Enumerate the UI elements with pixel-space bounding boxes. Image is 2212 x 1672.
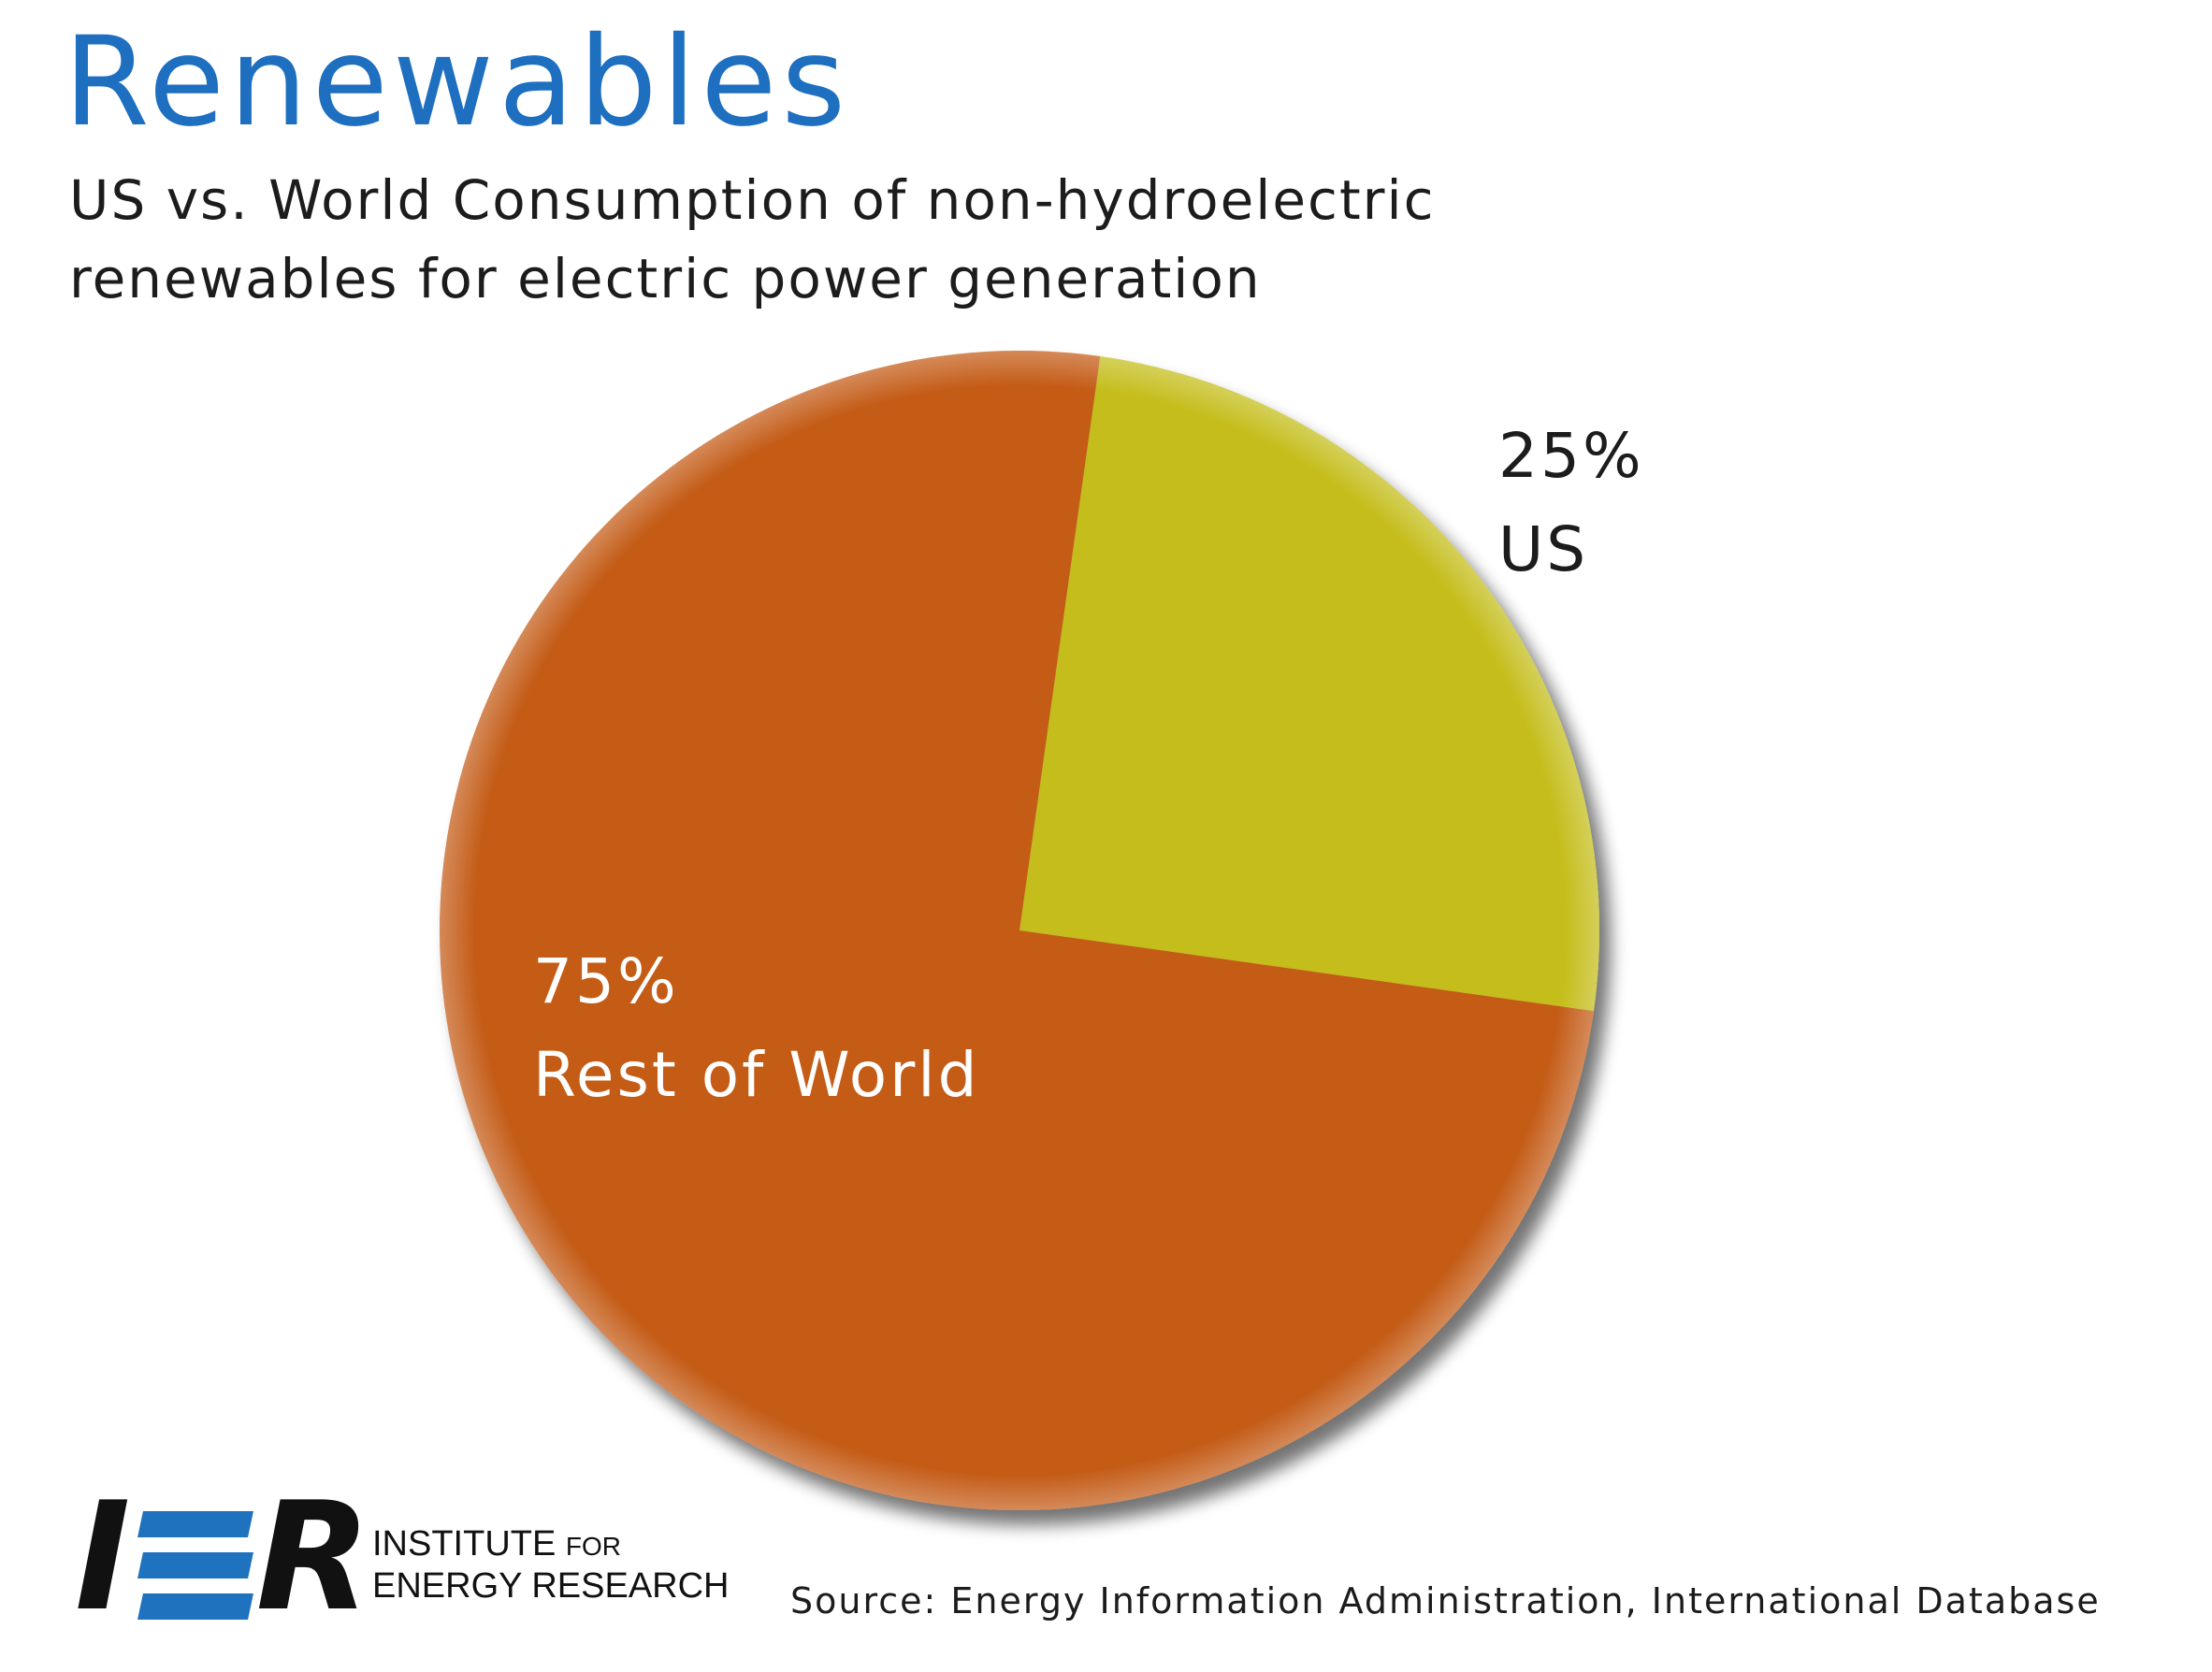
- slice-percent-rest-of-world: 75%: [533, 945, 679, 1017]
- slice-name-rest-of-world: Rest of World: [533, 1039, 980, 1111]
- slice-percent-us: 25%: [1498, 420, 1644, 492]
- chart-subtitle-line-2: renewables for electric power generation: [69, 247, 1262, 310]
- ier-logo-wordmark: INSTITUTE FOR ENERGY RESEARCH: [372, 1524, 730, 1606]
- source-note: Source: Energy Information Administratio…: [790, 1580, 2101, 1622]
- slice-label-rest-of-world: 75% Rest of World: [533, 935, 979, 1122]
- ier-logo-letter-e-stripes: [137, 1509, 253, 1622]
- chart-subtitle: US vs. World Consumption of non-hydroele…: [69, 161, 1436, 318]
- ier-logo-letter-r: R: [255, 1469, 371, 1644]
- ier-logo-institute: INSTITUTE: [372, 1524, 557, 1564]
- ier-logo-letter-i: I: [75, 1469, 131, 1644]
- slice-label-us: 25% US: [1498, 410, 1644, 597]
- chart-title: Renewables: [64, 10, 851, 154]
- chart-subtitle-line-1: US vs. World Consumption of non-hydroele…: [69, 168, 1436, 232]
- ier-logo-energy-research: ENERGY RESEARCH: [372, 1566, 730, 1606]
- ier-logo-for: FOR: [565, 1532, 621, 1561]
- pie-rim-highlight: [440, 351, 1599, 1510]
- slice-name-us: US: [1498, 513, 1589, 585]
